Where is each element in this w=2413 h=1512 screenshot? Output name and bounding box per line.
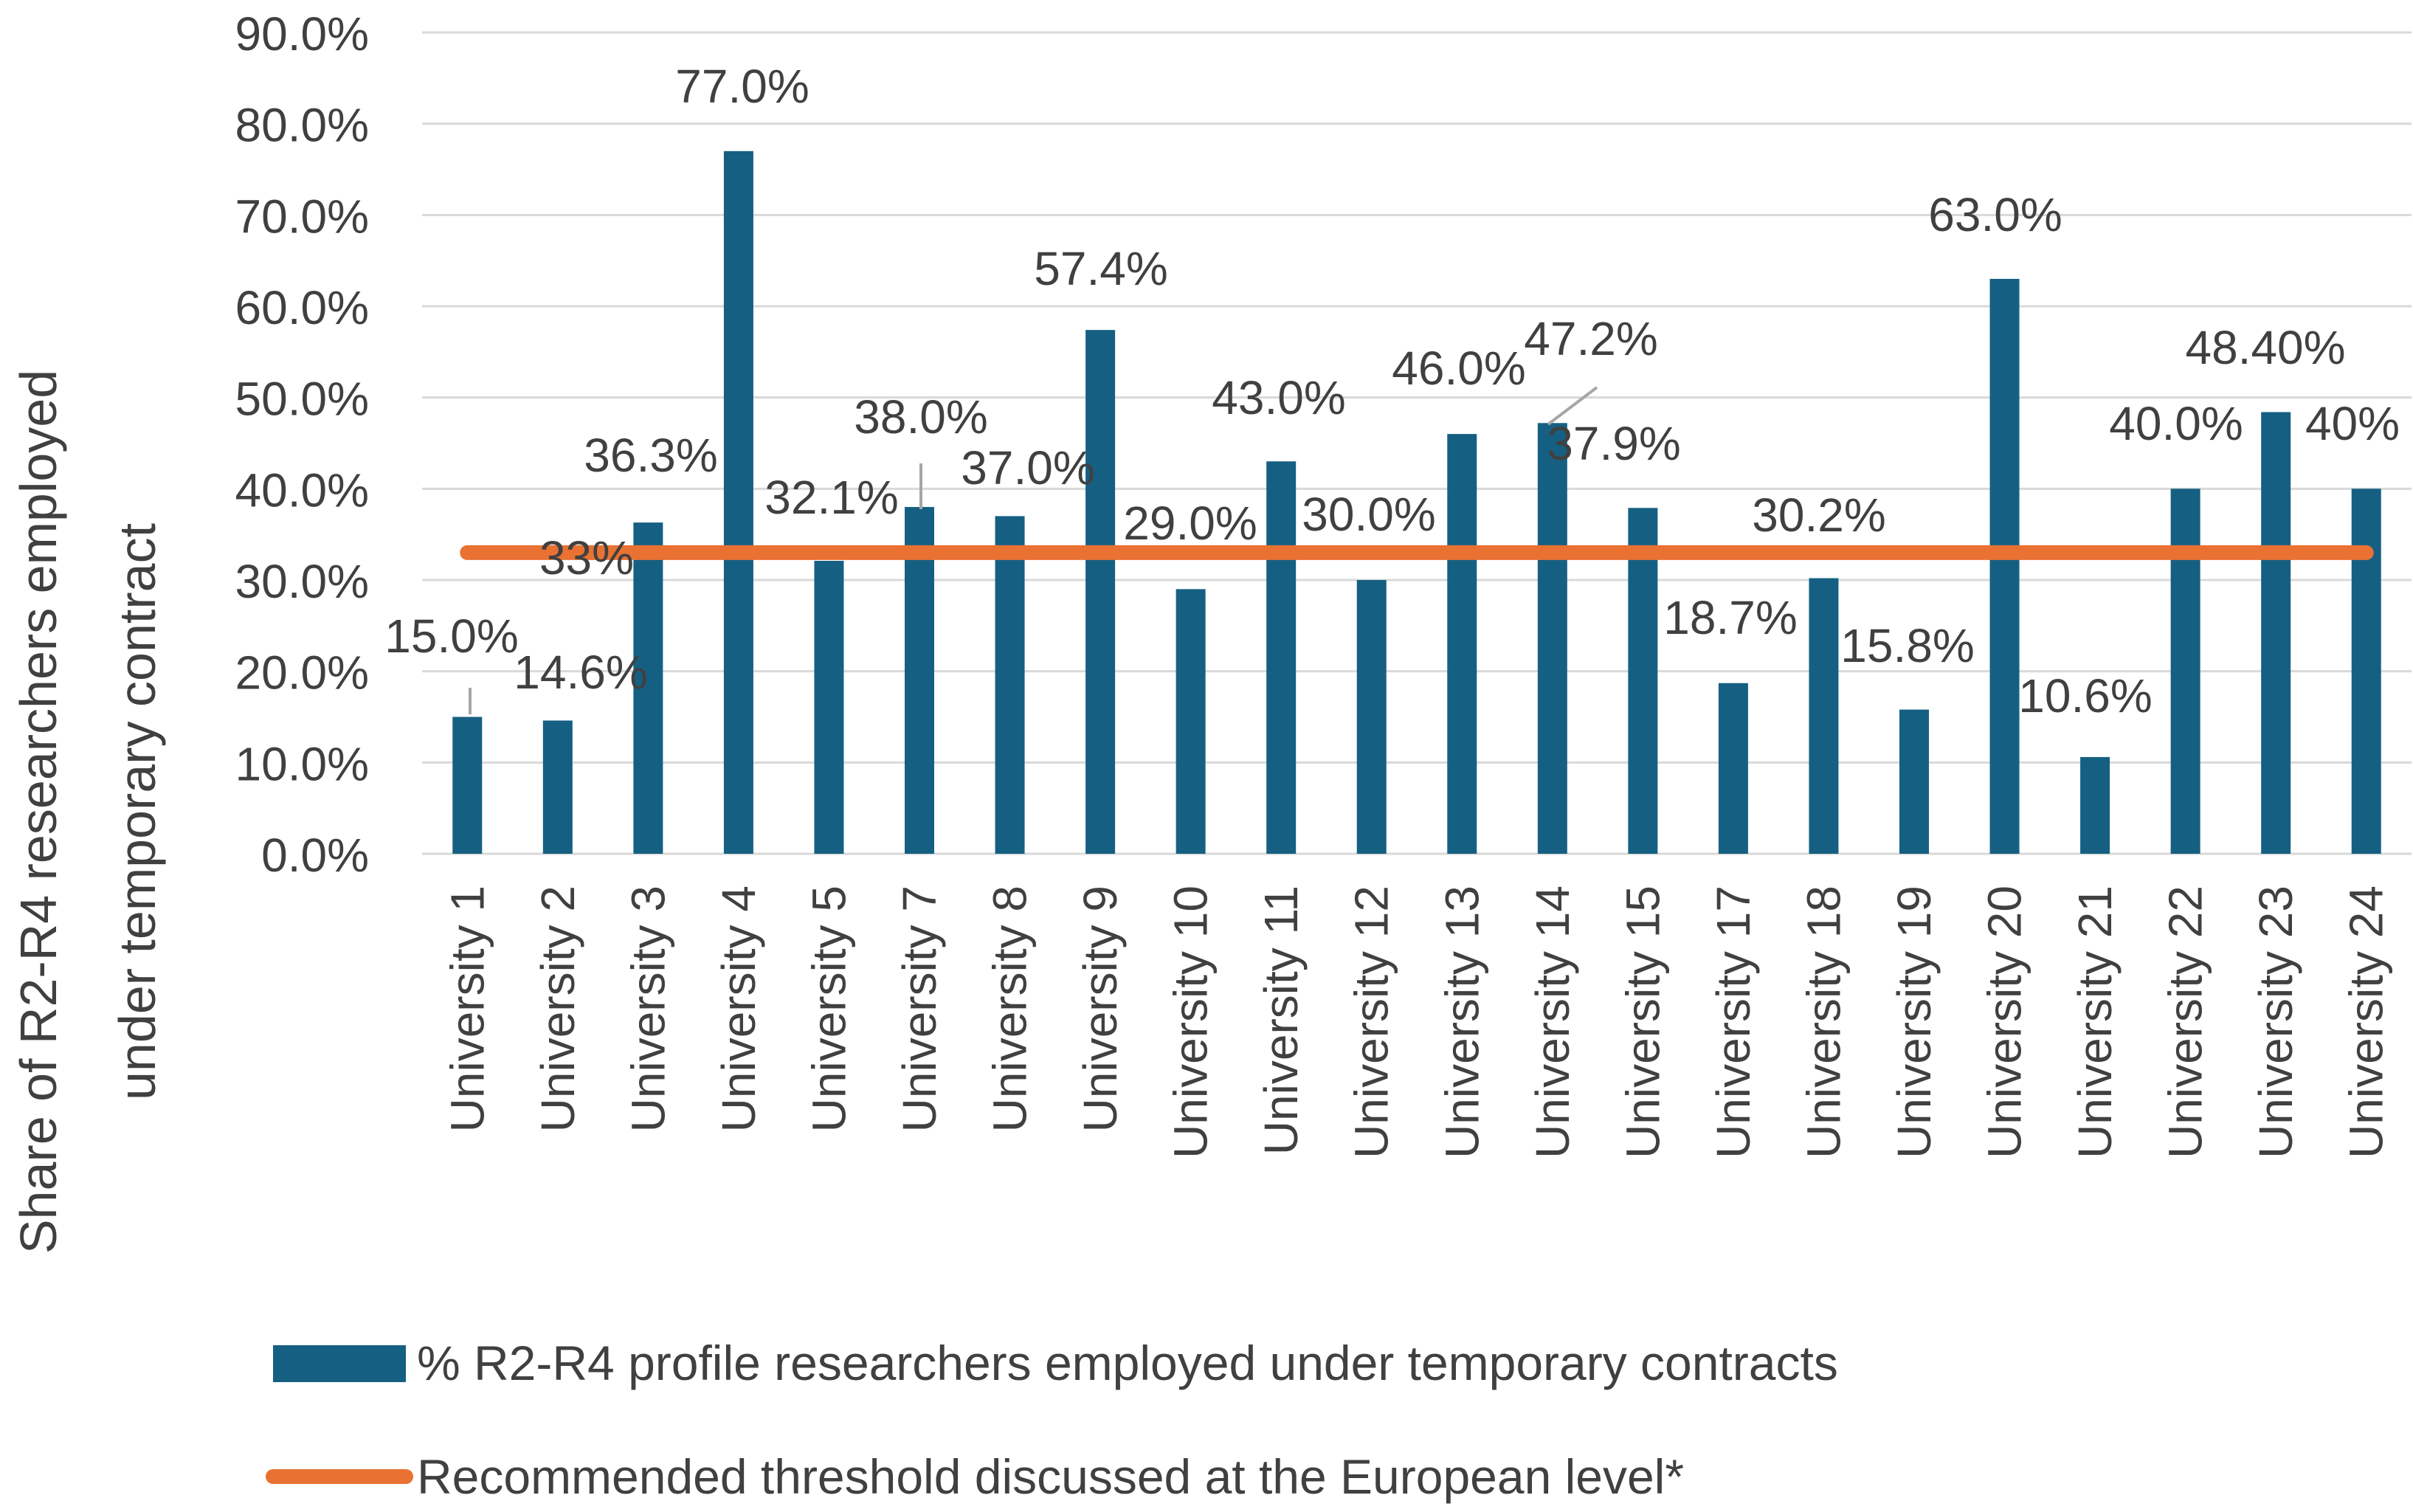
bar [452, 717, 483, 854]
bar-data-label: 29.0% [1123, 497, 1257, 550]
bar [1899, 709, 1929, 854]
y-axis-title: Share of R2-R4 researchers employed under… [10, 370, 166, 1254]
bar [633, 522, 663, 854]
bar-data-label: 14.6% [514, 646, 647, 699]
y-tick-label: 0.0% [261, 829, 369, 882]
leader-line [1547, 386, 1598, 426]
legend-label-bar: % R2-R4 profile researchers employed und… [417, 1336, 1838, 1390]
x-tick-label: University 10 [1164, 886, 1218, 1159]
bar-data-label: 37.0% [961, 441, 1094, 494]
x-tick-label: University 5 [802, 886, 855, 1132]
bars [452, 151, 2381, 854]
bar [995, 516, 1025, 854]
bar-data-label: 10.6% [2018, 669, 2152, 722]
x-tick-label: University 9 [1074, 886, 1127, 1132]
bar-data-label: 57.4% [1034, 242, 1167, 295]
bar-data-label: 48.40% [2185, 321, 2345, 374]
x-tick-label: University 21 [2068, 886, 2122, 1159]
threshold-line: 33% [460, 531, 2374, 584]
bar [1447, 434, 1477, 854]
y-tick-label: 80.0% [235, 99, 369, 152]
x-tick-label: University 3 [621, 886, 674, 1132]
bar-data-label: 37.9% [1547, 417, 1680, 470]
legend-label-line: Recommended threshold discussed at the E… [417, 1449, 1684, 1504]
x-tick-label: University 11 [1254, 886, 1308, 1155]
y-tick-label: 20.0% [235, 646, 369, 700]
x-tick-label: University 12 [1345, 886, 1398, 1159]
x-tick-label: University 20 [1978, 886, 2031, 1159]
bar-data-labels: 15.0%14.6% 36.3% 77.0% 32.1% 38.0%37.0% 57.4%… [384, 60, 2400, 722]
bar [2261, 412, 2291, 854]
x-tick-label: University 2 [531, 886, 584, 1132]
x-tick-label: University 1 [441, 886, 494, 1132]
y-tick-label: 10.0% [235, 737, 369, 790]
bar [1356, 580, 1387, 854]
bar [1085, 330, 1116, 854]
bar [1989, 278, 2020, 854]
bar-data-label: 47.2% [1524, 312, 1657, 365]
y-axis-ticks: 0.0% 10.0% 20.0% 30.0% 40.0% 50.0% 60.0% 70.0% 8… [235, 7, 369, 882]
x-tick-label: University 23 [2249, 886, 2302, 1159]
y-tick-label: 30.0% [235, 555, 369, 608]
gridlines [422, 31, 2412, 855]
x-tick-label: University 22 [2159, 886, 2212, 1159]
bar-data-label: 46.0% [1392, 342, 1525, 395]
bar-data-label: 18.7% [1663, 591, 1797, 644]
bar-data-label: 15.8% [1840, 619, 1974, 672]
bar-data-label: 15.0% [384, 610, 518, 663]
bar [2080, 756, 2110, 854]
x-axis-tick-labels: University 1 University 2 University 3 Univ… [441, 886, 2392, 1159]
bar [1266, 461, 1297, 854]
bar [1537, 423, 1567, 854]
x-tick-label: University 13 [1435, 886, 1488, 1159]
bar [905, 507, 934, 854]
bar-data-label: 40% [2305, 397, 2400, 450]
bar [1628, 508, 1658, 854]
x-tick-label: University 4 [712, 886, 765, 1132]
bar-data-label: 63.0% [1928, 188, 2062, 241]
label-leader-lines [469, 386, 1598, 714]
bar-data-label: 38.0% [854, 390, 987, 443]
x-tick-label: University 24 [2340, 886, 2393, 1159]
bar [723, 151, 753, 854]
y-tick-label: 50.0% [235, 373, 369, 426]
threshold-data-label: 33% [539, 531, 634, 584]
x-tick-label: University 15 [1616, 886, 1669, 1159]
bar [1809, 578, 1839, 854]
bar-data-label: 77.0% [675, 60, 809, 113]
bar [2170, 489, 2200, 854]
x-tick-label: University 14 [1526, 886, 1579, 1159]
x-tick-label: University 8 [984, 886, 1037, 1132]
bar-data-label: 40.0% [2109, 397, 2243, 450]
bar [814, 561, 844, 854]
bar [542, 720, 573, 854]
y-tick-label: 70.0% [235, 190, 369, 243]
bar-data-label: 32.1% [764, 471, 898, 524]
legend: % R2-R4 profile researchers employed und… [266, 1336, 1838, 1504]
y-tick-label: 90.0% [235, 7, 369, 61]
x-tick-label: University 18 [1797, 886, 1850, 1159]
x-tick-label: University 17 [1707, 886, 1760, 1159]
bar-data-label: 30.0% [1302, 488, 1435, 541]
y-tick-label: 60.0% [235, 281, 369, 334]
bar-data-label: 43.0% [1212, 371, 1345, 424]
x-tick-label: University 19 [1888, 886, 1941, 1159]
x-tick-label: University 7 [893, 886, 946, 1132]
y-tick-label: 40.0% [235, 463, 369, 517]
bar-data-label: 30.2% [1752, 489, 1885, 542]
bar [2351, 489, 2381, 854]
bar [1176, 589, 1206, 854]
bar [1718, 683, 1748, 854]
bar-data-label: 36.3% [584, 429, 717, 482]
legend-swatch-bar [273, 1345, 406, 1382]
